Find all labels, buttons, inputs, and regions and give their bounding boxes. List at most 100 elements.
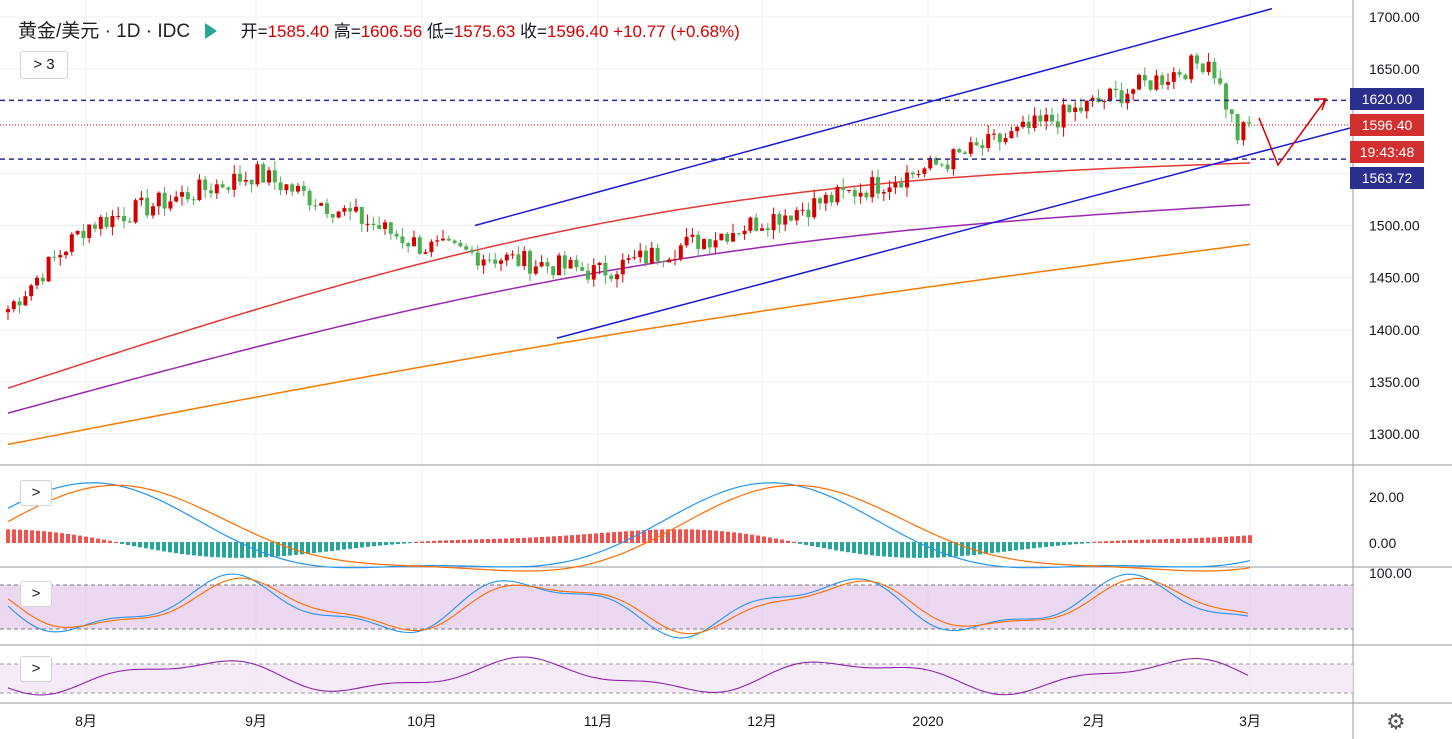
macd-histogram-bar [288,542,292,556]
macd-histogram-bar [1212,537,1216,543]
macd-histogram-bar [480,539,484,543]
macd-histogram-bar [414,541,418,543]
candle-body [609,275,614,280]
macd-histogram-bar [450,540,454,543]
candle-body [864,192,869,198]
macd-histogram-bar [474,539,478,543]
macd-histogram-bar [1068,542,1072,545]
candle-body [464,246,469,250]
candle-body [562,255,567,269]
candle-body [470,249,474,253]
macd-histogram-bar [1104,541,1108,543]
time-tick-label: 2月 [1083,713,1105,729]
candle-body [336,211,341,218]
candle-body [127,221,132,223]
candle-body [783,215,788,225]
candle-body [858,192,863,197]
macd-histogram-bar [528,537,532,543]
candle-body [586,270,590,280]
candle-body [64,251,68,256]
macd-histogram-bar [1032,542,1036,549]
candle-body [1241,122,1246,141]
macd-histogram-bar [312,542,316,554]
macd-histogram-bar [222,542,226,558]
macd-histogram-bar [1218,537,1222,543]
candle-body [1079,107,1083,112]
macd-histogram-bar [282,542,286,557]
macd-histogram-bar [924,542,928,558]
candle-body [429,241,434,253]
macd-histogram-bar [1188,538,1192,543]
candle-body [1131,89,1136,94]
candle-body [760,228,764,231]
candle-body [1003,138,1008,143]
candle-body [580,267,585,271]
macd-histogram-bar [1008,542,1012,552]
macd-histogram-bar [198,542,202,557]
macd-histogram-bar [600,532,604,543]
macd-histogram-bar [654,529,658,543]
interval[interactable]: 1D [116,21,141,42]
candle-body [568,259,573,269]
gear-icon[interactable]: ⚙ [1386,709,1406,734]
candle-body [348,208,353,212]
macd-histogram-bar [642,530,646,543]
rsi-band [0,664,1353,693]
candle-body [342,208,347,212]
macd-histogram-bar [462,539,466,543]
macd-histogram-bar [390,542,394,545]
macd-tick-label: 20.00 [1369,489,1404,505]
macd-histogram-bar [276,542,280,557]
macd-histogram-bar [804,542,808,545]
candle-body [887,187,892,193]
candle-body [319,203,324,206]
candle-body [255,164,260,185]
macd-histogram-bar [660,529,664,543]
macd-histogram-bar [744,533,748,543]
candle-body [1113,88,1118,91]
candle-body [934,157,938,165]
macd-histogram-bar [576,534,580,543]
macd-histogram-bar [360,542,364,548]
price-tick-label: 1500.00 [1369,218,1420,234]
symbol-name[interactable]: 黄金/美元 [18,21,100,42]
macd-histogram-bar [240,542,244,558]
candle-body [139,197,144,201]
candle-body [661,261,666,263]
macd-histogram-bar [204,542,208,557]
macd-histogram-bar [906,542,910,558]
macd-histogram-bar [180,542,184,554]
candle-body [452,240,457,243]
candle-body [951,149,956,170]
candle-body [1119,90,1124,104]
macd-toggle-button[interactable]: > [20,480,52,506]
indicators-toggle-button[interactable]: > 3 [20,51,68,79]
candle-body [997,133,1002,143]
ma-long-line [7,243,1251,446]
macd-histogram-bar [714,530,718,543]
rsi-toggle-button[interactable]: > [20,656,52,682]
candle-body [789,215,793,221]
candle-body [870,177,875,198]
macd-histogram-bar [1002,542,1006,552]
candle-body [1137,75,1141,90]
candle-body [574,259,579,268]
candle-body [261,164,266,183]
macd-histogram-bar [1056,542,1060,546]
candle-body [725,233,730,242]
macd-histogram-bar [894,542,898,558]
separator: · [104,21,111,42]
candle-body [487,259,492,261]
candle-body [325,203,329,214]
candle-body [736,233,741,235]
candle-body [702,239,706,249]
candle-body [533,266,538,274]
candle-body [713,240,718,248]
candle-body [104,217,109,228]
stoch-toggle-button[interactable]: > [20,581,52,607]
candle-body [1160,75,1165,85]
rsi-pane [0,656,1353,696]
candle-body [916,173,921,175]
candle-body [615,274,619,280]
